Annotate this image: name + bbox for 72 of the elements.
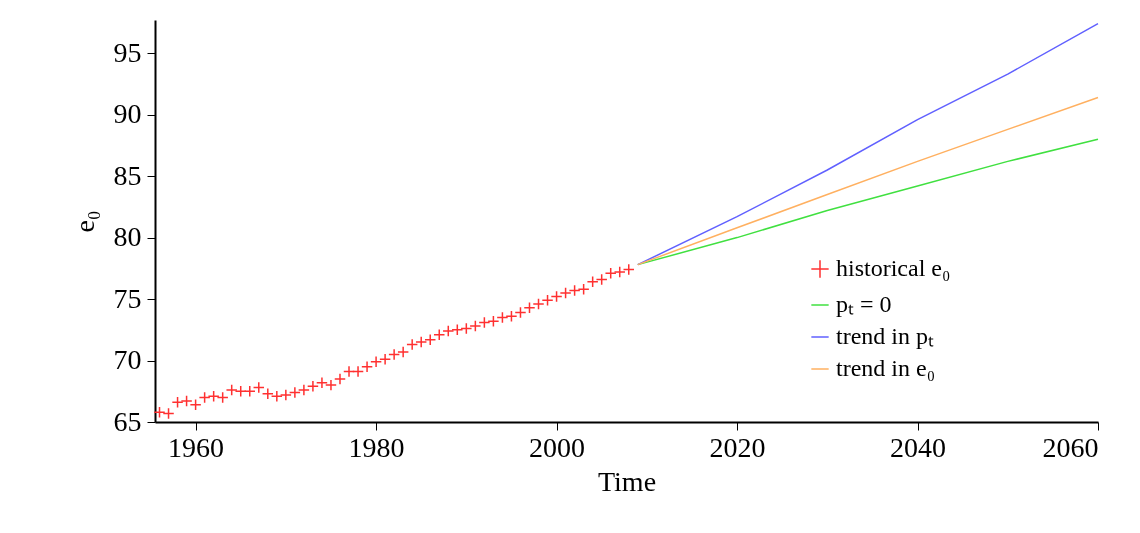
point: [505, 310, 518, 323]
point: [523, 301, 536, 314]
point: [270, 390, 283, 403]
point: [514, 306, 527, 319]
point: [180, 395, 193, 408]
point: [613, 266, 626, 279]
point: [406, 338, 419, 351]
point: [577, 283, 590, 296]
x-axis-title: Time: [597, 465, 657, 497]
y-tick-label: 90: [113, 98, 142, 130]
y-tick-label: 75: [113, 282, 142, 314]
point: [216, 391, 229, 404]
point: [424, 333, 437, 346]
point: [153, 406, 166, 419]
point: [478, 316, 491, 329]
point: [460, 322, 473, 335]
point: [433, 328, 446, 341]
point: [397, 345, 410, 358]
point: [297, 384, 310, 397]
point: [496, 311, 509, 324]
point: [207, 390, 220, 403]
point: [532, 297, 545, 310]
point: [261, 387, 274, 400]
x-tick-label: 2040: [890, 431, 947, 463]
x-tick-label: 1960: [168, 431, 225, 463]
y-tick-label: 70: [113, 344, 142, 376]
point: [622, 263, 635, 276]
y-tick-label: 80: [113, 221, 142, 253]
point: [243, 385, 256, 398]
x-tick-label: 2000: [529, 431, 586, 463]
point: [388, 348, 401, 361]
point: [370, 355, 383, 368]
point: [198, 391, 211, 404]
legend-label: pₜ = 0: [836, 291, 892, 317]
point: [225, 384, 238, 397]
point: [343, 365, 356, 378]
point: [568, 284, 581, 297]
point: [162, 407, 175, 420]
x-tick-label: 1980: [348, 431, 405, 463]
point: [541, 294, 554, 307]
point: [324, 379, 337, 392]
point: [189, 398, 202, 411]
point: [306, 380, 319, 393]
point: [288, 386, 301, 399]
point: [559, 286, 572, 299]
y-axis-title: e₀: [68, 210, 100, 233]
point: [550, 290, 563, 303]
point: [586, 275, 599, 288]
point: [361, 360, 374, 373]
x-tick-label: 2020: [709, 431, 766, 463]
point: [234, 385, 247, 398]
point: [604, 267, 617, 280]
legend-label: trend in pₜ: [836, 323, 934, 349]
x-tick-label: 2060: [1042, 431, 1099, 463]
point: [352, 365, 365, 378]
point: [279, 388, 292, 401]
point: [252, 381, 265, 394]
y-tick-label: 95: [113, 36, 142, 68]
point: [595, 273, 608, 286]
point: [334, 372, 346, 385]
legend-label: trend in e₀: [836, 355, 935, 381]
point: [315, 376, 328, 389]
point: [469, 320, 482, 333]
y-tick-label: 65: [113, 405, 142, 437]
point: [487, 315, 500, 328]
point: [451, 323, 464, 336]
y-tick-label: 85: [113, 159, 142, 191]
point: [379, 353, 392, 366]
legend-label: historical e₀: [836, 255, 951, 281]
point: [415, 336, 428, 349]
point: [442, 325, 455, 338]
point: [171, 396, 184, 409]
